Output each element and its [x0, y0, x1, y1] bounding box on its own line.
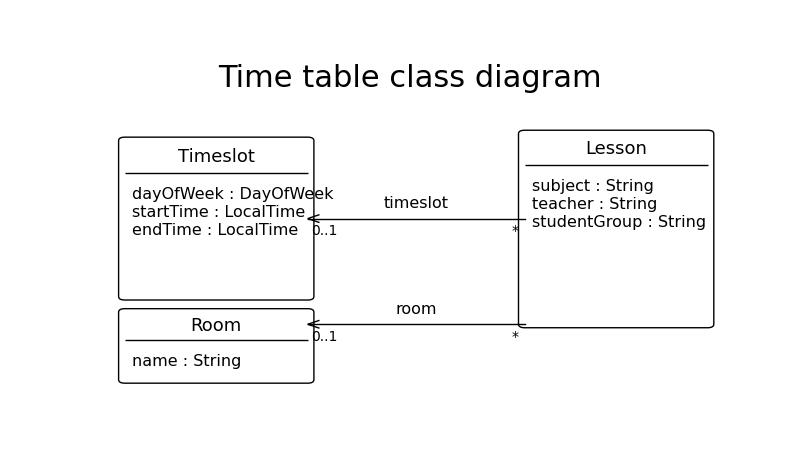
Text: Lesson: Lesson: [586, 140, 647, 158]
Text: room: room: [395, 302, 437, 317]
FancyBboxPatch shape: [118, 309, 314, 383]
Text: Room: Room: [190, 317, 242, 335]
Text: Timeslot: Timeslot: [178, 148, 254, 166]
FancyBboxPatch shape: [518, 130, 714, 328]
Text: 0..1: 0..1: [310, 330, 337, 344]
Text: name : String: name : String: [132, 354, 242, 369]
Text: teacher : String: teacher : String: [532, 197, 658, 212]
Text: timeslot: timeslot: [384, 196, 449, 211]
Text: startTime : LocalTime: startTime : LocalTime: [132, 205, 306, 220]
Text: 0..1: 0..1: [310, 225, 337, 239]
Text: endTime : LocalTime: endTime : LocalTime: [132, 223, 298, 238]
Text: dayOfWeek : DayOfWeek: dayOfWeek : DayOfWeek: [132, 187, 334, 202]
Text: studentGroup : String: studentGroup : String: [532, 215, 706, 230]
Text: *: *: [511, 330, 518, 344]
Text: subject : String: subject : String: [532, 179, 654, 194]
FancyBboxPatch shape: [118, 137, 314, 300]
Text: *: *: [511, 225, 518, 239]
Text: Time table class diagram: Time table class diagram: [218, 64, 602, 94]
